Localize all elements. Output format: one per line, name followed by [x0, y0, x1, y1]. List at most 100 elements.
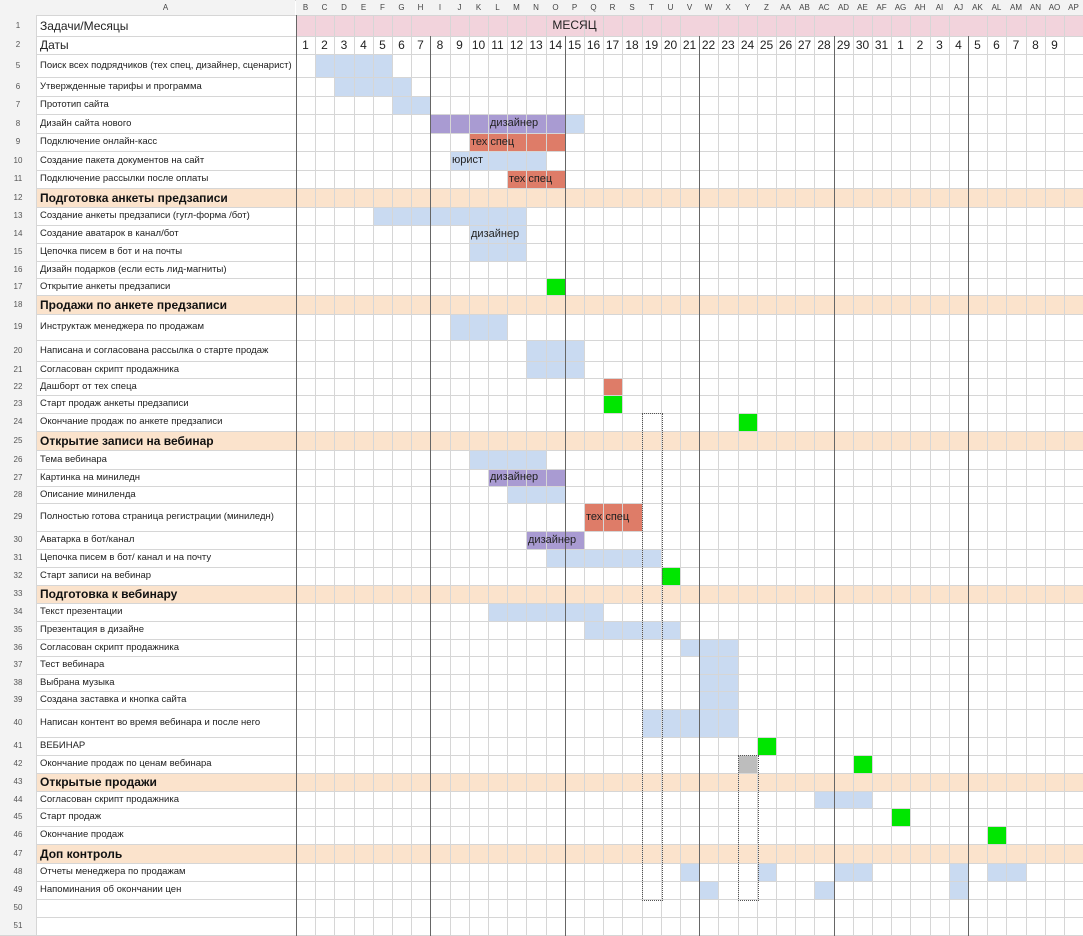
- row-number[interactable]: 2: [0, 36, 36, 54]
- row-number[interactable]: 41: [0, 737, 36, 755]
- row-number[interactable]: 16: [0, 261, 36, 278]
- task-label[interactable]: Старт продаж анкеты предзаписи: [40, 398, 189, 409]
- column-header[interactable]: AP: [1064, 0, 1083, 15]
- task-label[interactable]: Написан контент во время вебинара и посл…: [40, 717, 261, 728]
- task-label[interactable]: Поиск всех подрядчиков (тех спец, дизайн…: [40, 59, 292, 71]
- row-number[interactable]: 25: [0, 431, 36, 450]
- column-header[interactable]: AO: [1045, 0, 1064, 15]
- task-label[interactable]: Создание пакета документов на сайт: [40, 154, 205, 166]
- task-label[interactable]: [40, 917, 292, 935]
- task-label[interactable]: Старт продаж: [40, 811, 102, 822]
- column-header[interactable]: E: [354, 0, 373, 15]
- row-number[interactable]: 24: [0, 413, 36, 431]
- task-label[interactable]: Создание аватарок в канал/бот: [40, 228, 179, 239]
- task-label[interactable]: Полностью готова страница регистрации (м…: [40, 511, 274, 522]
- column-header[interactable]: AH: [910, 0, 930, 15]
- row-number[interactable]: 49: [0, 881, 36, 899]
- task-label[interactable]: Отчеты менеджера по продажам: [40, 866, 186, 877]
- row-number[interactable]: 20: [0, 340, 36, 361]
- column-header[interactable]: B: [296, 0, 315, 15]
- row-number[interactable]: 7: [0, 96, 36, 114]
- row-number[interactable]: 38: [0, 674, 36, 691]
- row-number[interactable]: 37: [0, 656, 36, 674]
- row-number[interactable]: 26: [0, 450, 36, 469]
- task-label[interactable]: Согласован скрипт продажника: [40, 641, 179, 653]
- column-header[interactable]: AA: [776, 0, 795, 15]
- column-header[interactable]: K: [469, 0, 488, 15]
- column-header[interactable]: O: [546, 0, 565, 15]
- row-number[interactable]: 36: [0, 639, 36, 656]
- task-label[interactable]: Выбрана музыка: [40, 676, 115, 688]
- column-header[interactable]: AK: [968, 0, 987, 15]
- task-label[interactable]: Согласован скрипт продажника: [40, 363, 179, 375]
- column-header[interactable]: I: [430, 0, 450, 15]
- task-label[interactable]: Подключение онлайн-касс: [40, 136, 158, 147]
- row-number[interactable]: 32: [0, 567, 36, 585]
- column-header[interactable]: AD: [834, 0, 853, 15]
- column-header[interactable]: V: [680, 0, 699, 15]
- task-label[interactable]: Текст презентации: [40, 606, 123, 617]
- row-number[interactable]: 48: [0, 863, 36, 881]
- task-label[interactable]: Окончание продаж: [40, 829, 124, 840]
- column-header[interactable]: AG: [891, 0, 910, 15]
- row-number[interactable]: 29: [0, 503, 36, 531]
- column-header[interactable]: AF: [872, 0, 891, 15]
- task-label[interactable]: Старт записи на вебинар: [40, 570, 152, 581]
- column-header[interactable]: AN: [1026, 0, 1045, 15]
- task-label[interactable]: Окончание продаж по ценам вебинара: [40, 758, 212, 769]
- task-label[interactable]: Напоминания об окончании цен: [40, 884, 182, 895]
- row-number[interactable]: 31: [0, 549, 36, 567]
- column-header[interactable]: U: [661, 0, 680, 15]
- row-number[interactable]: 21: [0, 361, 36, 378]
- column-header[interactable]: AI: [930, 0, 949, 15]
- column-header[interactable]: M: [507, 0, 526, 15]
- column-header[interactable]: L: [488, 0, 507, 15]
- column-header[interactable]: W: [699, 0, 718, 15]
- task-label[interactable]: Картинка на миниледн: [40, 471, 141, 483]
- row-number[interactable]: 50: [0, 899, 36, 917]
- column-header[interactable]: AJ: [949, 0, 968, 15]
- row-number[interactable]: 34: [0, 603, 36, 621]
- row-number[interactable]: 35: [0, 621, 36, 639]
- task-label[interactable]: Прототип сайта: [40, 99, 109, 110]
- row-number[interactable]: 8: [0, 114, 36, 133]
- row-number[interactable]: 12: [0, 188, 36, 207]
- column-header[interactable]: Y: [738, 0, 757, 15]
- row-number[interactable]: 40: [0, 709, 36, 737]
- column-header[interactable]: C: [315, 0, 334, 15]
- row-number[interactable]: 15: [0, 243, 36, 261]
- task-label[interactable]: Создание анкеты предзаписи (гугл-форма /…: [40, 210, 250, 221]
- section-title[interactable]: Продажи по анкете предзаписи: [40, 297, 228, 312]
- row-number[interactable]: 27: [0, 469, 36, 486]
- row-number[interactable]: 42: [0, 755, 36, 773]
- column-header[interactable]: T: [642, 0, 661, 15]
- row-number[interactable]: 1: [0, 15, 36, 36]
- task-label[interactable]: [40, 899, 292, 917]
- task-label[interactable]: Тест вебинара: [40, 659, 105, 670]
- row-number[interactable]: 13: [0, 207, 36, 225]
- row-number[interactable]: 45: [0, 808, 36, 826]
- column-header[interactable]: AB: [795, 0, 814, 15]
- task-label[interactable]: Создана заставка и кнопка сайта: [40, 694, 187, 705]
- row-number[interactable]: 17: [0, 278, 36, 295]
- section-title[interactable]: Открытые продажи: [40, 775, 157, 789]
- column-header[interactable]: P: [565, 0, 584, 15]
- task-label[interactable]: Цепочка писем в бот/ канал и на почту: [40, 552, 212, 563]
- column-header[interactable]: AL: [987, 0, 1006, 15]
- row-number[interactable]: 23: [0, 395, 36, 413]
- task-label[interactable]: Описание миниленда: [40, 488, 136, 500]
- section-title[interactable]: Открытие записи на вебинар: [40, 433, 214, 448]
- row-number[interactable]: 43: [0, 773, 36, 791]
- column-header-corner[interactable]: A: [36, 0, 295, 15]
- row-number[interactable]: 19: [0, 314, 36, 340]
- row-number[interactable]: 18: [0, 295, 36, 314]
- task-label[interactable]: Дизайн сайта нового: [40, 117, 132, 129]
- row-number[interactable]: 9: [0, 133, 36, 151]
- section-title[interactable]: Подготовка анкеты предзаписи: [40, 190, 228, 205]
- column-header[interactable]: X: [718, 0, 738, 15]
- row-number[interactable]: 51: [0, 917, 36, 935]
- task-label[interactable]: Инструктаж менеджера по продажам: [40, 321, 204, 332]
- column-header[interactable]: AM: [1006, 0, 1026, 15]
- row-number[interactable]: 46: [0, 826, 36, 844]
- column-header[interactable]: R: [603, 0, 622, 15]
